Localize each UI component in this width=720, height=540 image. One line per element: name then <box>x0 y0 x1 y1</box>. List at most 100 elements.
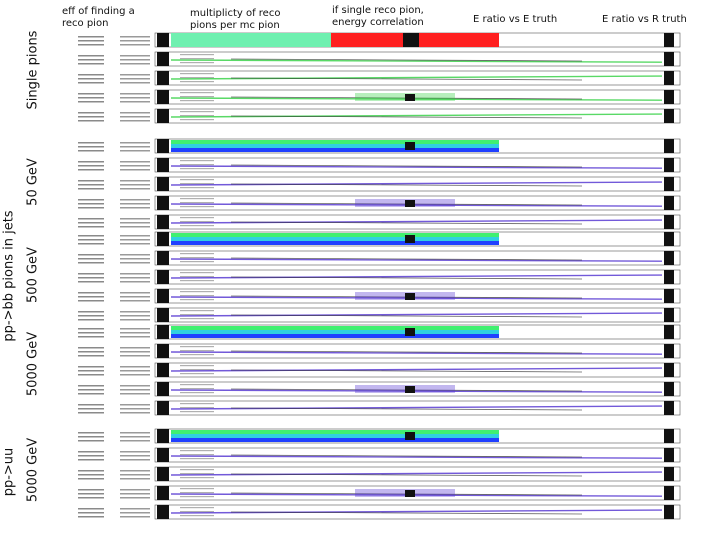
legend-tick <box>180 179 214 181</box>
heat-trace-dark <box>230 183 583 187</box>
legend-tick <box>78 459 104 461</box>
legend-tick <box>120 497 150 499</box>
legend-tick <box>120 292 150 294</box>
heat-band-top <box>171 326 499 330</box>
legend-tick <box>180 272 214 274</box>
legend-tick <box>180 115 214 117</box>
legend-tick <box>78 222 104 224</box>
panel-right-bar <box>664 177 674 191</box>
legend-tick <box>78 347 104 349</box>
heat-band-mid <box>171 144 499 148</box>
legend-tick <box>78 165 104 167</box>
legend-tick <box>180 318 214 320</box>
panel-frame <box>154 485 681 501</box>
legend-tick <box>120 78 150 80</box>
panel-right-bar <box>664 401 674 415</box>
heat-band-low <box>171 438 499 442</box>
legend-tick <box>120 169 150 171</box>
panel-left-bar <box>157 401 169 415</box>
legend-tick <box>120 474 150 476</box>
legend-tick <box>78 36 104 38</box>
legend-tick <box>120 455 150 457</box>
legend-tick <box>78 277 104 279</box>
heat-trace <box>170 75 663 80</box>
legend-tick <box>120 150 150 152</box>
legend-tick <box>120 101 150 103</box>
panel-right-bar <box>664 109 674 123</box>
legend-tick <box>78 470 104 472</box>
heat-trace <box>170 455 663 459</box>
legend-tick <box>180 295 214 297</box>
panel-left-bar <box>157 232 169 246</box>
legend-tick <box>180 373 214 375</box>
legend-tick <box>78 188 104 190</box>
panel-right-bar <box>664 270 674 284</box>
legend-tick <box>120 393 150 395</box>
legend-tick <box>78 296 104 298</box>
legend-tick <box>180 62 214 64</box>
legend-tick <box>120 82 150 84</box>
panel-right-bar <box>664 52 674 66</box>
legend-tick <box>120 311 150 313</box>
legend-tick <box>120 203 150 205</box>
heat-trace <box>170 59 663 63</box>
legend-tick <box>180 92 214 94</box>
legend-tick <box>180 217 214 219</box>
heat-trace <box>170 165 663 169</box>
heat-peak <box>405 142 415 150</box>
legend-tick <box>120 281 150 283</box>
panel-frame <box>154 400 681 416</box>
legend-tick <box>120 188 150 190</box>
legend-tick <box>120 516 150 518</box>
panel-frame <box>154 343 681 359</box>
legend-tick <box>120 336 150 338</box>
legend-tick <box>78 489 104 491</box>
legend-tick <box>120 243 150 245</box>
legend-tick <box>180 253 214 255</box>
legend-tick <box>78 440 104 442</box>
heat-trace <box>170 258 663 262</box>
panel-left-bar <box>157 325 169 339</box>
legend-tick <box>180 119 214 121</box>
legend-tick <box>180 473 214 475</box>
legend-tick <box>78 385 104 387</box>
legend-tick <box>78 150 104 152</box>
heat-trace <box>170 389 663 393</box>
legend-tick <box>180 388 214 390</box>
panel-frame <box>154 214 681 230</box>
legend-tick <box>180 187 214 189</box>
heat-trace <box>170 351 663 355</box>
legend-tick <box>78 493 104 495</box>
panel-right-bar <box>664 325 674 339</box>
legend-tick <box>78 120 104 122</box>
heat-band-mid <box>171 330 499 334</box>
panel-left-bar <box>157 52 169 66</box>
legend-tick <box>120 142 150 144</box>
legend-tick <box>180 450 214 452</box>
legend-tick <box>78 218 104 220</box>
heat-trace-dark <box>230 221 583 225</box>
heat-trace-dark <box>230 257 583 261</box>
legend-tick <box>180 257 214 259</box>
panel-right-bar <box>664 215 674 229</box>
panel-right-bar <box>664 467 674 481</box>
legend-tick <box>180 54 214 56</box>
legend-tick <box>120 44 150 46</box>
legend-tick <box>120 432 150 434</box>
legend-tick <box>180 206 214 208</box>
legend-tick <box>120 222 150 224</box>
heat-trace <box>170 113 663 118</box>
panel-left-bar <box>157 308 169 322</box>
legend-tick <box>180 276 214 278</box>
legend-tick <box>180 477 214 479</box>
panel-frame <box>154 89 681 105</box>
legend-tick <box>120 116 150 118</box>
panel-left-bar <box>157 344 169 358</box>
heat-trace-dark <box>230 473 583 477</box>
panel-right-bar <box>664 344 674 358</box>
panel-left-bar <box>157 251 169 265</box>
legend-tick <box>180 221 214 223</box>
panel-left-bar <box>157 158 169 172</box>
legend-tick <box>120 355 150 357</box>
